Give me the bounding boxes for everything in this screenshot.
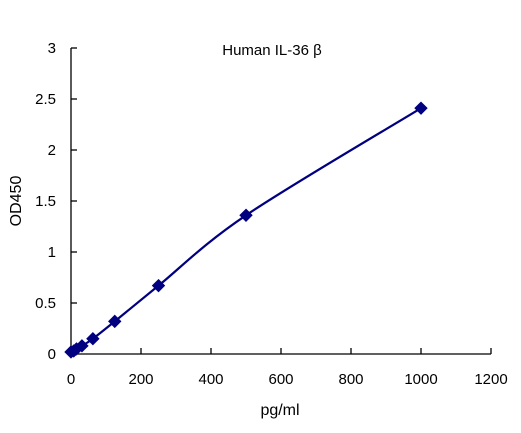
x-tick-label: 200: [128, 371, 153, 388]
data-point: [239, 208, 253, 222]
data-point: [75, 339, 89, 353]
y-tick-label: 1.5: [35, 193, 56, 210]
data-point: [151, 278, 166, 293]
chart-title: Human IL-36 β: [222, 42, 322, 59]
data-point: [86, 331, 100, 346]
series-line: [70, 107, 422, 354]
x-tick-label: 400: [198, 371, 223, 388]
x-tick-label: 800: [338, 371, 363, 388]
y-tick-label: 2.5: [35, 91, 56, 108]
y-tick-label: 0.5: [35, 295, 56, 312]
x-tick-label: 600: [268, 371, 293, 388]
x-tick-label: 0: [67, 371, 75, 388]
x-tick-label: 1000: [404, 371, 437, 388]
y-tick-label: 3: [48, 40, 56, 57]
data-point: [108, 314, 122, 329]
x-axis-title: pg/ml: [260, 402, 299, 419]
data-point: [414, 101, 428, 115]
y-tick-label: 0: [48, 346, 56, 363]
y-tick-label: 1: [48, 244, 56, 261]
y-tick-label: 2: [48, 142, 56, 159]
y-axis-title: OD450: [8, 176, 25, 227]
plot-area: [64, 101, 428, 359]
axes: 0 0.5 1 1.5 2 2.5 3 0 200 400 600 800 1000 1200: [35, 40, 508, 388]
x-tick-label: 1200: [474, 371, 507, 388]
